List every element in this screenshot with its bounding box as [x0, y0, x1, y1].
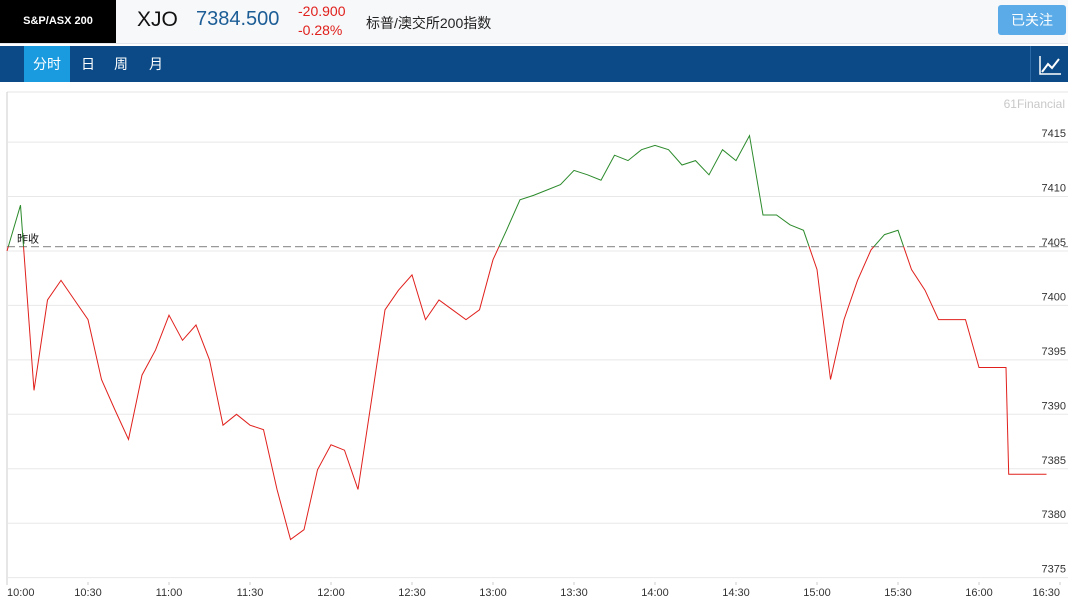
reference-label: 昨收: [17, 232, 39, 246]
x-tick-label: 13:00: [479, 587, 507, 599]
x-tick-label: 16:00: [965, 587, 993, 599]
x-tick-label: 15:00: [803, 587, 831, 599]
y-tick-label: 7395: [1042, 346, 1066, 358]
x-tick-label: 15:30: [884, 587, 912, 599]
x-tick-label: 13:30: [560, 587, 588, 599]
y-tick-label: 7405: [1042, 237, 1066, 249]
icon: [1039, 56, 1061, 75]
chart-icon[interactable]: [1030, 46, 1068, 82]
tab[interactable]: 月: [149, 56, 163, 72]
y-tick-label: 7390: [1042, 400, 1066, 412]
tab[interactable]: 分时: [24, 46, 70, 82]
x-tick-label: 12:30: [398, 587, 426, 599]
price: 7384.500: [196, 8, 280, 30]
x-tick-label: 16:30: [1032, 587, 1060, 599]
chart: 61Financial 7375 7380 7385 7390 7395 7400 7405…: [6, 91, 1068, 599]
y-tick-label: 7400: [1042, 291, 1066, 303]
y-tick-label: 7375: [1042, 564, 1066, 576]
index-badge: S&P/ASX 200: [0, 0, 116, 43]
symbol: XJO: [137, 8, 178, 31]
index-name: 标普/澳交所200指数: [366, 15, 492, 31]
y-tick-label: 7415: [1042, 128, 1066, 140]
price-line: [6, 134, 1047, 541]
tab-bar: 分时 日 周 月: [0, 46, 1068, 82]
tab[interactable]: 日: [81, 56, 95, 72]
x-tick-label: 14:30: [722, 587, 750, 599]
follow-button[interactable]: 已关注: [998, 5, 1066, 35]
x-tick-label: 10:00: [7, 587, 35, 599]
x-tick-label: 10:30: [74, 587, 102, 599]
tab[interactable]: 周: [114, 56, 128, 72]
x-tick-label: 12:00: [317, 587, 345, 599]
x-tick-label: 14:00: [641, 587, 669, 599]
header-bar: S&P/ASX 200 XJO 7384.500 -20.900 -0.28% …: [0, 0, 1068, 44]
y-tick-label: 7385: [1042, 455, 1066, 467]
y-tick-label: 7380: [1042, 509, 1066, 521]
y-tick-label: 7410: [1042, 183, 1066, 195]
change-pct: -0.28%: [298, 22, 343, 38]
change: -20.900: [298, 3, 346, 19]
x-tick-label: 11:30: [237, 587, 264, 599]
watermark: 61Financial: [1004, 97, 1065, 111]
x-tick-label: 11:00: [156, 587, 183, 599]
